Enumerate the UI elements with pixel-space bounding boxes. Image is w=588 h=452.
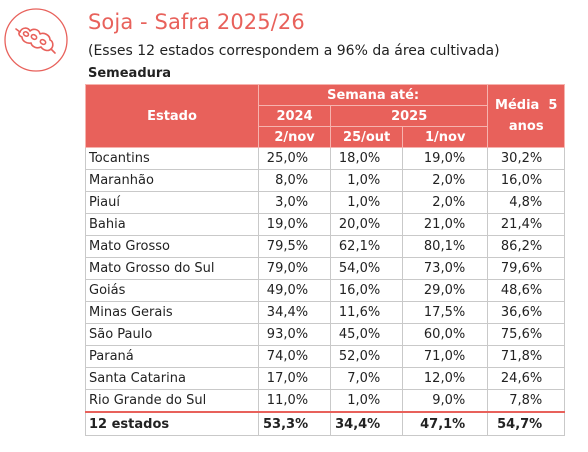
header-media-line2: anos: [508, 119, 544, 134]
cell-2025b: 80,1%: [402, 235, 489, 258]
header-year-2024: 2024: [257, 105, 332, 127]
header-date-2024: 2/nov: [257, 126, 332, 148]
total-2025b: 47,1%: [402, 411, 489, 436]
table-row: Mato Grosso do Sul 79,0% 54,0% 73,0% 79,…: [85, 257, 566, 280]
cell-2024: 25,0%: [257, 147, 332, 170]
cell-estado: Maranhão: [85, 169, 259, 192]
cell-2025b: 2,0%: [402, 191, 489, 214]
cell-estado: Bahia: [85, 213, 259, 236]
cell-estado: Piauí: [85, 191, 259, 214]
cell-estado: Paraná: [85, 345, 259, 368]
table-row: Minas Gerais 34,4% 11,6% 17,5% 36,6%: [85, 301, 566, 324]
cell-2025b: 9,0%: [402, 389, 489, 413]
cell-estado: Mato Grosso do Sul: [85, 257, 259, 280]
table-row: Goiás 49,0% 16,0% 29,0% 48,6%: [85, 279, 566, 302]
header-year-2025: 2025: [330, 105, 489, 127]
cell-2025b: 29,0%: [402, 279, 489, 302]
sowing-table: Estado Semana até: Média 5 anos 2024 202…: [85, 84, 566, 436]
cell-2024: 8,0%: [257, 169, 332, 192]
cell-estado: São Paulo: [85, 323, 259, 346]
cell-media: 79,6%: [487, 257, 566, 280]
header-media: Média 5 anos: [487, 84, 566, 148]
cell-media: 48,6%: [487, 279, 566, 302]
section-label: Semeadura: [88, 66, 172, 81]
cell-2024: 79,5%: [257, 235, 332, 258]
cell-2024: 49,0%: [257, 279, 332, 302]
cell-media: 21,4%: [487, 213, 566, 236]
cell-2025a: 18,0%: [330, 147, 404, 170]
table-row: Bahia 19,0% 20,0% 21,0% 21,4%: [85, 213, 566, 236]
table-row: Santa Catarina 17,0% 7,0% 12,0% 24,6%: [85, 367, 566, 390]
cell-2025a: 7,0%: [330, 367, 404, 390]
cell-2024: 3,0%: [257, 191, 332, 214]
cell-estado: Mato Grosso: [85, 235, 259, 258]
cell-2025a: 1,0%: [330, 191, 404, 214]
cell-2025b: 2,0%: [402, 169, 489, 192]
cell-media: 75,6%: [487, 323, 566, 346]
header-date-2025b: 1/nov: [402, 126, 489, 148]
header-semana: Semana até:: [257, 84, 489, 106]
total-media: 54,7%: [487, 411, 566, 436]
cell-2024: 34,4%: [257, 301, 332, 324]
cell-2025b: 73,0%: [402, 257, 489, 280]
cell-estado: Rio Grande do Sul: [85, 389, 259, 413]
table-row: Paraná 74,0% 52,0% 71,0% 71,8%: [85, 345, 566, 368]
table-row: Piauí 3,0% 1,0% 2,0% 4,8%: [85, 191, 566, 214]
cell-media: 71,8%: [487, 345, 566, 368]
header-date-2025a: 25/out: [330, 126, 404, 148]
page-title: Soja - Safra 2025/26: [88, 10, 305, 34]
cell-estado: Goiás: [85, 279, 259, 302]
cell-2025b: 12,0%: [402, 367, 489, 390]
cell-2025a: 62,1%: [330, 235, 404, 258]
cell-2024: 79,0%: [257, 257, 332, 280]
total-row: 12 estados 53,3% 34,4% 47,1% 54,7%: [85, 411, 566, 436]
cell-estado: Minas Gerais: [85, 301, 259, 324]
cell-media: 24,6%: [487, 367, 566, 390]
cell-2025a: 1,0%: [330, 389, 404, 413]
cell-2024: 19,0%: [257, 213, 332, 236]
header-estado: Estado: [85, 84, 259, 148]
soybean-pod-icon: [2, 6, 70, 74]
page-subtitle: (Esses 12 estados correspondem a 96% da …: [88, 43, 500, 59]
cell-2024: 74,0%: [257, 345, 332, 368]
cell-2025b: 19,0%: [402, 147, 489, 170]
table-row: Tocantins 25,0% 18,0% 19,0% 30,2%: [85, 147, 566, 170]
cell-2025a: 52,0%: [330, 345, 404, 368]
cell-2025a: 16,0%: [330, 279, 404, 302]
cell-media: 36,6%: [487, 301, 566, 324]
cell-2025a: 11,6%: [330, 301, 404, 324]
header-media-line1: Média 5: [495, 98, 558, 113]
cell-2024: 93,0%: [257, 323, 332, 346]
cell-2025b: 17,5%: [402, 301, 489, 324]
total-2024: 53,3%: [257, 411, 332, 436]
cell-media: 7,8%: [487, 389, 566, 413]
table-row: Mato Grosso 79,5% 62,1% 80,1% 86,2%: [85, 235, 566, 258]
cell-2025a: 54,0%: [330, 257, 404, 280]
cell-media: 16,0%: [487, 169, 566, 192]
cell-media: 30,2%: [487, 147, 566, 170]
cell-2025b: 21,0%: [402, 213, 489, 236]
cell-media: 4,8%: [487, 191, 566, 214]
total-label: 12 estados: [85, 411, 259, 436]
cell-media: 86,2%: [487, 235, 566, 258]
table-row: Rio Grande do Sul 11,0% 1,0% 9,0% 7,8%: [85, 389, 566, 413]
cell-2025b: 60,0%: [402, 323, 489, 346]
table-row: São Paulo 93,0% 45,0% 60,0% 75,6%: [85, 323, 566, 346]
cell-2024: 17,0%: [257, 367, 332, 390]
cell-estado: Santa Catarina: [85, 367, 259, 390]
cell-2025b: 71,0%: [402, 345, 489, 368]
cell-estado: Tocantins: [85, 147, 259, 170]
cell-2024: 11,0%: [257, 389, 332, 413]
table-row: Maranhão 8,0% 1,0% 2,0% 16,0%: [85, 169, 566, 192]
cell-2025a: 45,0%: [330, 323, 404, 346]
total-2025a: 34,4%: [330, 411, 404, 436]
cell-2025a: 20,0%: [330, 213, 404, 236]
cell-2025a: 1,0%: [330, 169, 404, 192]
